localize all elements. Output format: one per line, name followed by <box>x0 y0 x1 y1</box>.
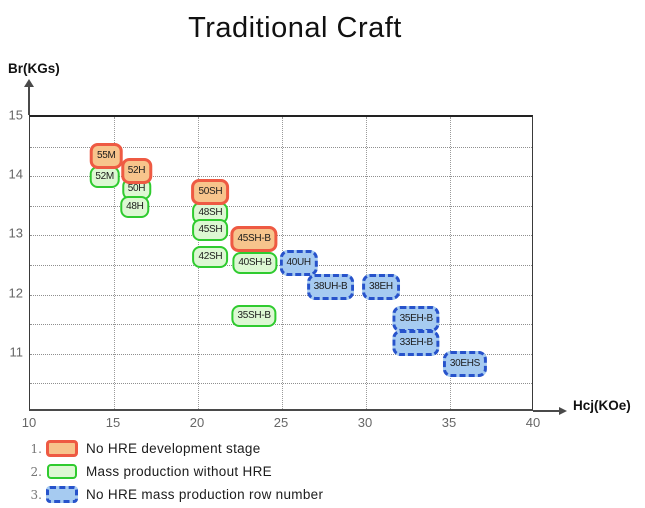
legend-row: 1. No HRE development stage <box>26 437 323 460</box>
x-tick-label: 30 <box>357 415 373 430</box>
gridline-horizontal <box>30 235 532 237</box>
x-tick-label: 20 <box>189 415 205 430</box>
grade-box-42SH: 42SH <box>192 246 229 269</box>
grade-box-33EH-B: 33EH-B <box>392 329 440 356</box>
grade-box-50SH: 50SH <box>191 178 230 205</box>
gridline-horizontal <box>30 383 532 385</box>
grade-box-45SH: 45SH <box>192 219 229 242</box>
legend-label: Mass production without HRE <box>86 464 272 479</box>
x-tick-label: 40 <box>525 415 541 430</box>
grade-box-38UH-B: 38UH-B <box>306 273 355 300</box>
y-tick-label: 11 <box>9 344 24 360</box>
chart-title: Traditional Craft <box>188 12 402 44</box>
grade-box-40UH: 40UH <box>279 250 318 276</box>
legend-swatch-dev-icon <box>46 440 78 457</box>
x-tick-label: 35 <box>441 415 457 430</box>
x-axis-arrowhead-icon <box>559 407 567 415</box>
gridline-horizontal <box>30 353 532 355</box>
x-tick-label: 25 <box>273 415 289 430</box>
grade-box-45SH-B: 45SH-B <box>230 226 278 253</box>
y-axis-title: Br(KGs) <box>8 61 60 76</box>
legend-number: 3. <box>30 487 42 502</box>
y-tick-label: 12 <box>8 285 23 301</box>
grade-box-52M: 52M <box>89 166 120 189</box>
legend-label: No HRE mass production row number <box>86 487 324 502</box>
x-tick-label: 10 <box>21 415 37 430</box>
gridline-horizontal <box>30 146 532 148</box>
x-tick-label: 15 <box>105 415 121 430</box>
y-tick-label: 13 <box>8 225 23 241</box>
legend-swatch-nohre-icon <box>46 486 78 503</box>
legend-row: 3. No HRE mass production row number <box>26 483 323 506</box>
gridline-horizontal <box>30 205 532 207</box>
legend: 1. No HRE development stage 2. Mass prod… <box>26 437 323 506</box>
gridline-vertical <box>114 117 115 409</box>
gridline-horizontal <box>30 176 532 178</box>
gridline-horizontal <box>30 324 532 326</box>
legend-label: No HRE development stage <box>86 441 261 456</box>
grade-box-55M: 55M <box>89 143 123 170</box>
gridline-vertical <box>450 117 451 409</box>
y-tick-label: 14 <box>8 166 23 182</box>
gridline-horizontal <box>30 294 532 296</box>
grade-box-35SH-B: 35SH-B <box>231 305 277 328</box>
legend-swatch-mass-icon <box>47 464 77 479</box>
grade-box-38EH: 38EH <box>362 273 400 300</box>
legend-row: 2. Mass production without HRE <box>26 460 323 483</box>
grade-box-40SH-B: 40SH-B <box>232 252 278 274</box>
grade-box-30EHS: 30EHS <box>442 350 488 377</box>
grade-box-48H: 48H <box>120 195 150 218</box>
legend-number: 2. <box>30 464 42 479</box>
grade-box-52H: 52H <box>120 158 153 185</box>
y-axis-arrow <box>28 86 30 115</box>
gridline-vertical <box>366 117 367 409</box>
y-tick-label: 15 <box>8 107 23 123</box>
x-axis-title: Hcj(KOe) <box>573 398 631 413</box>
grade-box-35EH-B: 35EH-B <box>392 306 440 333</box>
y-axis-arrowhead-icon <box>24 79 34 87</box>
x-axis-arrow <box>533 410 560 412</box>
legend-number: 1. <box>30 441 42 456</box>
